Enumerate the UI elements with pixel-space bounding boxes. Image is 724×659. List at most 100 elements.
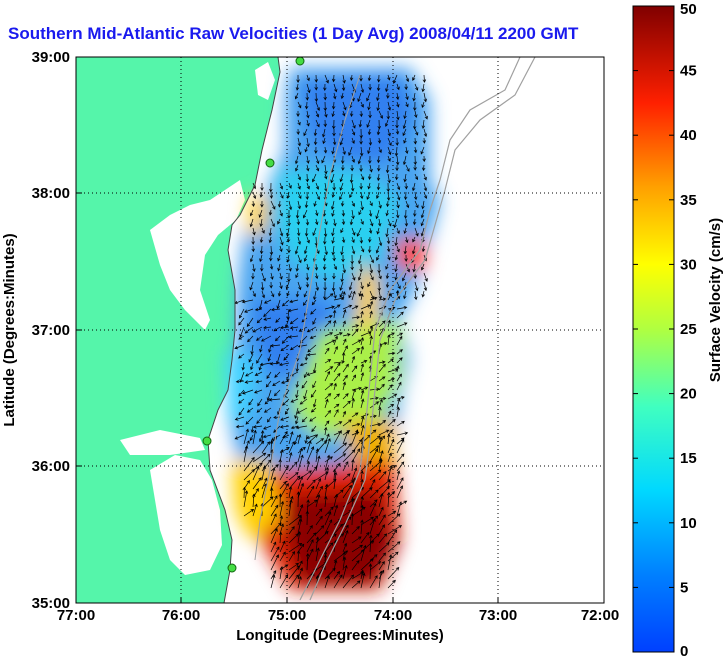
velocity-arrow: [369, 479, 376, 490]
velocity-arrow: [378, 406, 382, 418]
velocity-arrow: [396, 322, 408, 328]
velocity-arrow: [276, 353, 281, 365]
velocity-arrow: [385, 209, 389, 217]
velocity-arrow: [261, 453, 271, 463]
velocity-arrow: [290, 398, 299, 403]
velocity-arrow: [278, 493, 283, 508]
velocity-arrow: [357, 155, 362, 165]
velocity-arrow: [256, 416, 263, 425]
velocity-arrow: [306, 137, 310, 148]
velocity-arrow: [306, 548, 314, 562]
velocity-arrow: [378, 290, 382, 300]
velocity-arrow: [303, 290, 308, 298]
velocity-arrow: [423, 128, 428, 138]
velocity-arrow: [270, 574, 276, 589]
velocity-arrow: [333, 574, 343, 589]
velocity-arrow: [297, 475, 304, 490]
velocity-arrow: [324, 173, 328, 180]
velocity-arrow: [360, 415, 365, 427]
velocity-arrow: [279, 227, 284, 237]
velocity-arrow: [324, 483, 329, 499]
velocity-arrow: [333, 83, 338, 93]
velocity-arrow: [342, 542, 348, 553]
velocity-arrow: [413, 101, 417, 112]
radar-sites: [202, 57, 305, 573]
velocity-arrow: [239, 371, 245, 383]
velocity-arrow: [332, 128, 336, 137]
velocity-arrow: [360, 531, 370, 544]
velocity-arrow: [351, 128, 356, 136]
velocity-arrow: [387, 334, 391, 346]
velocity-arrow: [314, 74, 318, 83]
velocity-arrow: [250, 344, 254, 355]
velocity-arrow: [261, 477, 268, 490]
velocity-arrow: [333, 335, 338, 346]
colorbar-gradient: [632, 5, 675, 653]
velocity-arrow: [378, 363, 386, 373]
velocity-arrow: [324, 339, 336, 346]
velocity-arrow: [359, 137, 363, 145]
velocity-arrow: [297, 119, 301, 126]
velocity-arrow: [238, 353, 245, 359]
velocity-arrow: [315, 485, 323, 499]
velocity-arrow: [301, 416, 308, 423]
velocity-arrow: [342, 564, 348, 580]
velocity-arrow: [394, 263, 398, 273]
velocity-arrow: [234, 344, 245, 350]
velocity-arrow: [387, 418, 396, 427]
velocity-arrow: [369, 575, 378, 589]
velocity-arrow: [396, 191, 401, 201]
velocity-arrow: [333, 403, 340, 409]
velocity-arrow: [376, 227, 380, 235]
velocity-arrow: [252, 493, 256, 508]
velocity-arrow: [351, 422, 361, 427]
velocity-arrow: [369, 448, 379, 463]
velocity-arrow: [342, 430, 349, 445]
velocity-arrow: [322, 137, 326, 145]
velocity-arrow: [252, 326, 263, 333]
velocity-arrow: [378, 383, 385, 391]
velocity-arrow: [360, 83, 365, 94]
velocity-arrow: [314, 146, 318, 154]
velocity-arrow: [333, 429, 342, 445]
velocity-arrow: [386, 182, 390, 193]
velocity-arrow: [395, 92, 400, 101]
velocity-arrow: [339, 182, 344, 191]
velocity-arrow: [394, 146, 399, 157]
velocity-arrow: [306, 524, 313, 535]
velocity-arrow: [252, 227, 256, 236]
velocity-arrow: [306, 446, 315, 463]
velocity-arrow: [297, 146, 302, 156]
velocity-arrow: [331, 227, 335, 237]
velocity-arrow: [341, 155, 345, 164]
velocity-arrow: [315, 438, 325, 445]
velocity-arrow: [306, 479, 316, 490]
velocity-arrow: [252, 263, 256, 273]
velocity-arrow: [332, 119, 336, 130]
velocity-arrow: [349, 218, 354, 226]
velocity-arrow: [295, 362, 300, 373]
velocity-arrow: [421, 245, 426, 253]
velocity-arrow: [360, 389, 365, 400]
velocity-arrow: [279, 565, 284, 580]
velocity-arrow: [331, 191, 336, 198]
velocity-arrow: [359, 236, 364, 244]
colorbar-tick-label: 35: [680, 192, 697, 209]
velocity-arrow: [306, 371, 317, 376]
velocity-arrow: [387, 74, 391, 81]
velocity-arrow: [333, 304, 341, 310]
velocity-arrow: [387, 452, 392, 463]
velocity-arrow: [378, 533, 388, 544]
velocity-arrow: [342, 556, 347, 571]
velocity-arrow: [396, 381, 402, 391]
velocity-arrow: [393, 218, 398, 229]
velocity-arrow: [420, 146, 425, 155]
velocity-arrow: [288, 550, 295, 562]
velocity-arrow: [295, 290, 300, 298]
velocity-arrow: [360, 544, 367, 562]
velocity-arrow: [378, 376, 386, 382]
velocity-arrow: [270, 218, 275, 228]
velocity-arrow: [356, 227, 362, 237]
velocity-arrow: [235, 379, 245, 384]
velocity-arrow: [423, 92, 428, 103]
